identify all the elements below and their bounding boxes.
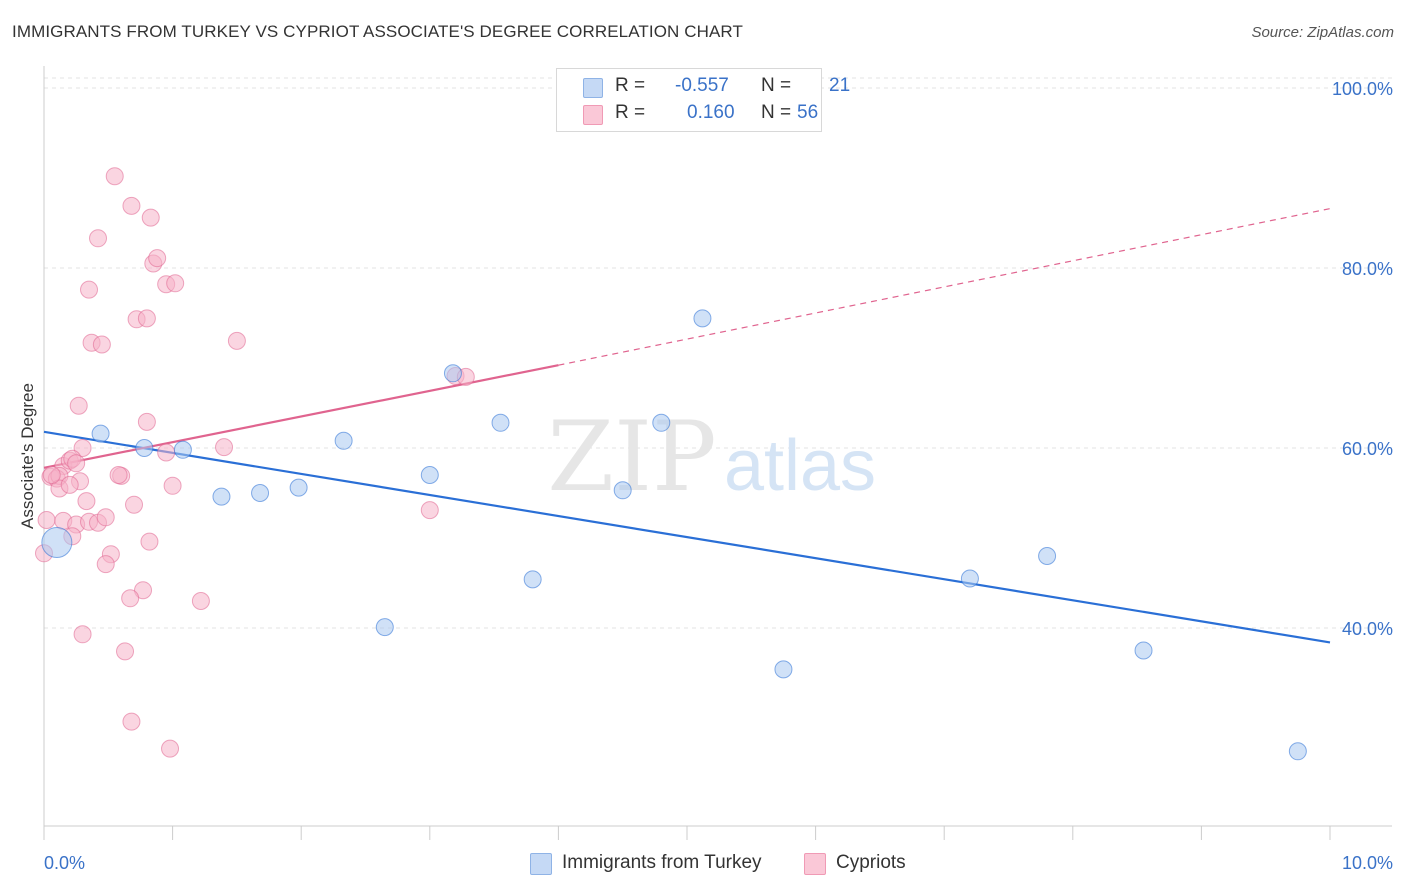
bottom-legend-label-turkey: Immigrants from Turkey (562, 852, 762, 873)
legend-n-value-turkey: 21 (829, 75, 851, 96)
point-cypriots (161, 739, 180, 758)
point-cypriots (420, 501, 439, 520)
correlation-legend: R = -0.557 N = 21 R = 0.160 N = 56 (556, 68, 850, 132)
y-axis-label: Associate's Degree (18, 383, 37, 529)
point-turkey (443, 364, 462, 383)
point-cypriots (77, 492, 96, 511)
legend-swatch-turkey (583, 78, 603, 98)
point-turkey (774, 660, 793, 679)
tick-labels: 40.0% 60.0% 80.0% 100.0% 0.0% 10.0% (44, 79, 1393, 873)
point-turkey (523, 570, 542, 589)
point-cypriots (227, 331, 246, 350)
point-cypriots (215, 438, 234, 457)
x-tick-label: 10.0% (1342, 853, 1393, 873)
point-turkey (135, 439, 154, 457)
legend-r-value-turkey: -0.557 (675, 75, 729, 96)
point-turkey (652, 413, 671, 432)
point-cypriots (122, 196, 141, 215)
trend-line-cypriots (43, 364, 559, 469)
point-cypriots (121, 589, 140, 608)
legend-r-value-cypriots: 0.160 (687, 102, 735, 123)
bottom-legend-swatch-cypriots (804, 853, 826, 875)
watermark-zip: ZIP (547, 401, 716, 513)
chart-title: IMMIGRANTS FROM TURKEY VS CYPRIOT ASSOCI… (12, 22, 743, 41)
legend-r-label: R = (615, 102, 646, 123)
data-points (35, 167, 1307, 761)
point-cypriots (109, 466, 128, 484)
bottom-legend-label-cypriots: Cypriots (836, 852, 906, 873)
y-tick-label: 100.0% (1332, 79, 1393, 99)
legend-n-label: N = (761, 75, 792, 96)
point-cypriots (67, 454, 86, 473)
y-tick-label: 60.0% (1342, 439, 1393, 459)
point-turkey (375, 618, 394, 637)
point-turkey (173, 440, 192, 459)
point-turkey (420, 466, 439, 484)
x-tick-label: 0.0% (44, 853, 85, 873)
point-cypriots (116, 642, 135, 661)
point-turkey (212, 487, 231, 506)
zipatlas-watermark: ZIP atlas (547, 401, 876, 513)
point-turkey (251, 484, 270, 502)
point-cypriots (96, 508, 115, 527)
point-cypriots (89, 229, 108, 248)
grid-lines (44, 77, 1392, 629)
point-cypriots (141, 208, 160, 227)
point-turkey (960, 569, 979, 588)
point-cypriots (137, 309, 156, 328)
watermark-atlas: atlas (724, 426, 876, 506)
point-turkey (613, 481, 632, 500)
point-turkey (91, 424, 110, 443)
point-turkey (41, 527, 73, 558)
legend-swatch-cypriots (583, 105, 603, 125)
point-cypriots (80, 280, 99, 299)
legend-r-label: R = (615, 75, 646, 96)
legend-n-value-cypriots: 56 (797, 102, 819, 123)
point-turkey (1288, 742, 1307, 761)
trend-line-cypriots-extension (558, 208, 1331, 366)
point-cypriots (122, 712, 141, 731)
point-cypriots (60, 475, 79, 494)
point-cypriots (125, 495, 144, 514)
point-cypriots (92, 335, 111, 354)
point-turkey (1038, 547, 1057, 565)
point-cypriots (191, 592, 210, 610)
bottom-legend-swatch-turkey (530, 853, 552, 875)
point-cypriots (73, 625, 92, 644)
point-cypriots (42, 466, 61, 484)
point-cypriots (140, 532, 159, 551)
source-label: Source: ZipAtlas.com (1251, 24, 1394, 41)
point-cypriots (96, 555, 115, 574)
point-cypriots (134, 581, 153, 600)
point-cypriots (37, 511, 56, 529)
axes (43, 66, 1392, 840)
legend-n-label: N = (761, 102, 792, 123)
y-tick-label: 80.0% (1342, 259, 1393, 279)
point-cypriots (163, 476, 182, 495)
point-turkey (334, 431, 353, 450)
point-cypriots (148, 249, 167, 268)
point-turkey (491, 413, 510, 432)
point-cypriots (166, 274, 185, 293)
point-cypriots (157, 443, 176, 462)
y-tick-label: 40.0% (1342, 619, 1393, 639)
point-cypriots (137, 412, 156, 431)
point-turkey (1134, 641, 1153, 660)
point-cypriots (69, 396, 88, 415)
point-cypriots (105, 167, 124, 186)
point-turkey (693, 309, 712, 328)
trend-line-turkey (43, 430, 1331, 644)
point-turkey (289, 478, 308, 497)
